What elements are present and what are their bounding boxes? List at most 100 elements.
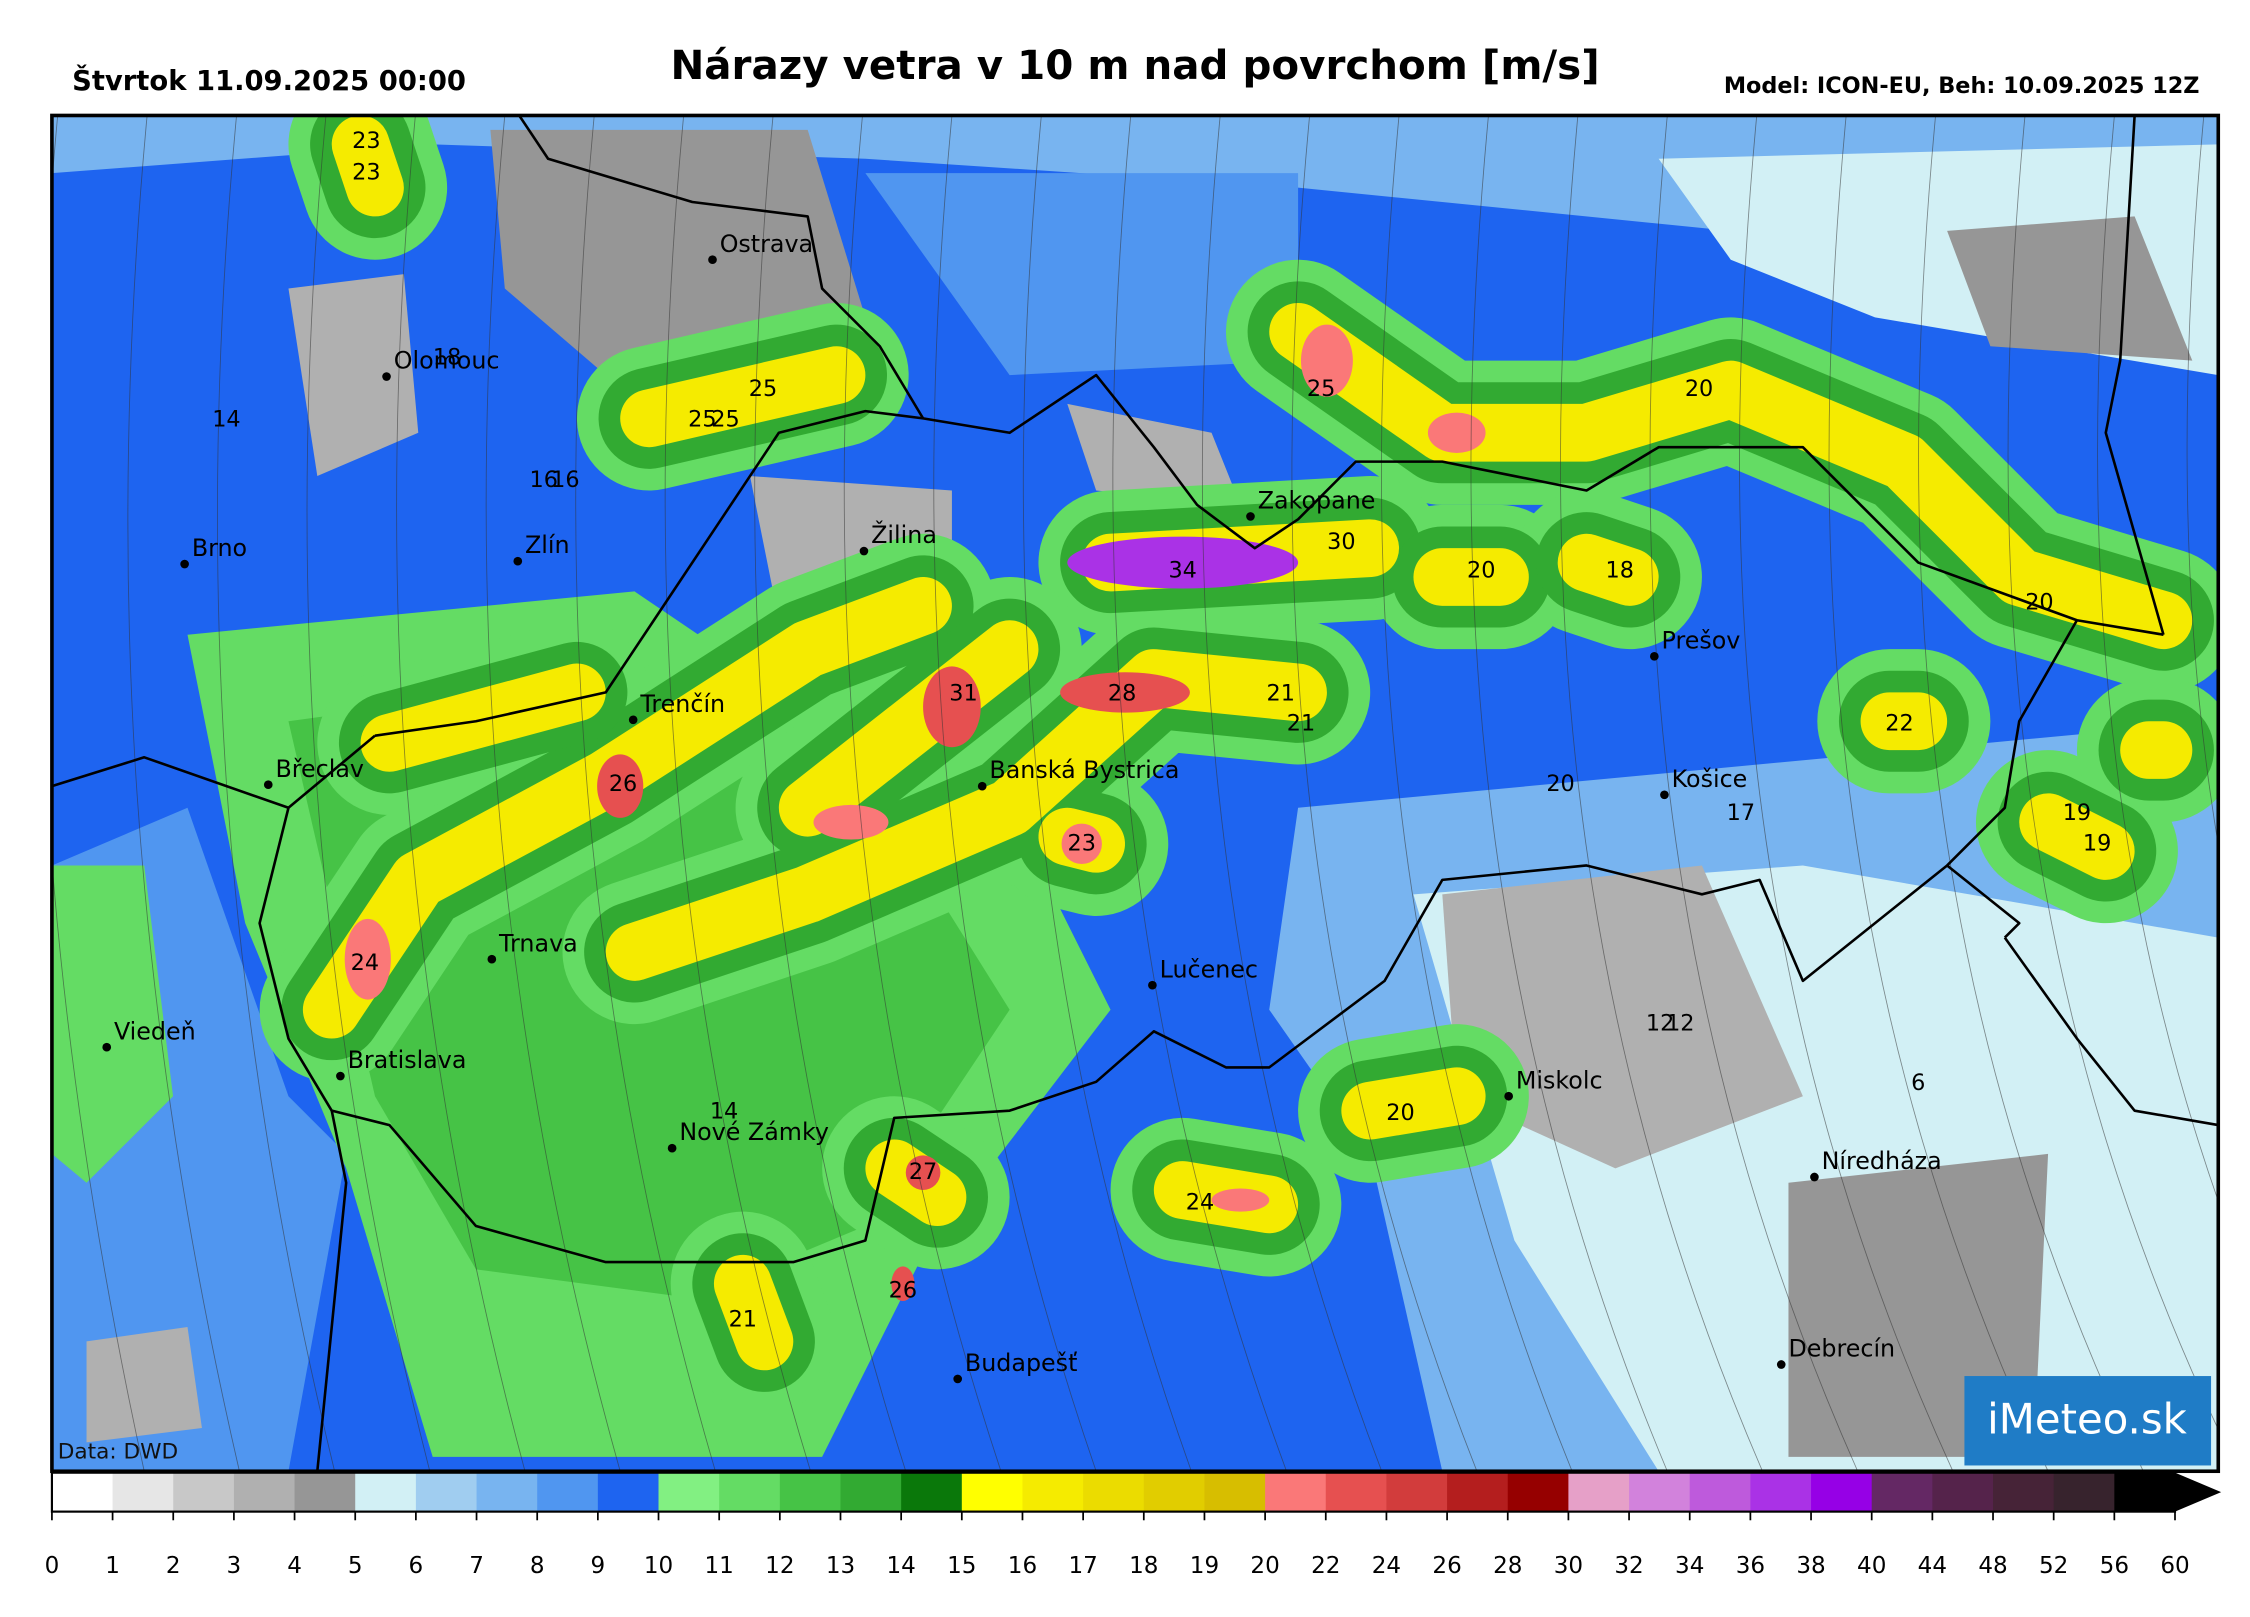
city-label: Banská Bystrica	[989, 756, 1179, 784]
field-patch	[1442, 865, 1803, 1169]
colorbar-cell	[1689, 1472, 1751, 1512]
gust-value: 12	[1646, 1011, 1674, 1037]
colorbar-cell	[1507, 1472, 1569, 1512]
date: Štvrtok 11.09.2025 00:00	[72, 65, 466, 97]
city-dot	[667, 1143, 677, 1153]
colorbar-cell	[719, 1472, 781, 1512]
gust-value: 34	[1168, 558, 1196, 584]
colorbar-label: 5	[348, 1553, 363, 1579]
city-dot	[1660, 790, 1669, 800]
gust-value: 19	[2063, 800, 2091, 826]
gust-core	[813, 804, 889, 840]
colorbar: 0 1 2 3 4 5 6 7 8 9 10 11 12 13 14 15 16 17 18 19 20 22 24 26 28…	[45, 1471, 2222, 1579]
colorbar-label: 8	[530, 1553, 545, 1579]
city-label: Nové Zámky	[679, 1118, 829, 1146]
colorbar-cell	[1386, 1472, 1448, 1512]
gust-value: 30	[1327, 529, 1355, 555]
city-label: Žilina	[871, 521, 937, 549]
gust-core	[1061, 823, 1102, 865]
city-label: Miskolc	[1516, 1066, 1603, 1094]
colorbar-label: 9	[591, 1553, 606, 1579]
colorbar-cell	[1022, 1472, 1084, 1512]
border	[1946, 864, 2021, 939]
streamline	[2097, 115, 2219, 1203]
colorbar-cell	[961, 1472, 1023, 1512]
streamline	[1112, 115, 1287, 1472]
border	[258, 619, 2079, 1264]
colorbar-label: 38	[1796, 1553, 1825, 1579]
city-label: Prešov	[1662, 626, 1741, 654]
model-info: Model: ICON-EU, Beh: 10.09.2025 12Z	[1724, 73, 2200, 99]
city-dot	[1810, 1172, 1819, 1182]
border	[2003, 936, 2219, 1127]
gust-value: 6	[1911, 1070, 1925, 1096]
city-label: Bratislava	[348, 1046, 467, 1074]
colorbar-label: 17	[1068, 1553, 1097, 1579]
gust-value: 14	[710, 1099, 738, 1125]
colorbar-label: 6	[409, 1553, 424, 1579]
gust-band	[360, 663, 606, 772]
logo-box	[1964, 1376, 2212, 1466]
gust-band	[1557, 533, 1659, 606]
city-label: Brno	[192, 534, 247, 562]
gust-value: 25	[749, 376, 777, 402]
gust-value: 12	[1666, 1011, 1694, 1037]
city-dot	[1504, 1091, 1513, 1101]
field-patch	[1067, 403, 1241, 505]
colorbar-label: 1	[105, 1553, 120, 1579]
colorbar-label: 44	[1918, 1553, 1947, 1579]
colorbar-cell	[1325, 1472, 1387, 1512]
city-label: Viedeň	[114, 1017, 196, 1045]
colorbar-label: 13	[826, 1553, 855, 1579]
city-dot	[1246, 512, 1255, 521]
gust-band	[331, 115, 404, 217]
gust-value: 23	[1068, 830, 1096, 856]
streamline	[1201, 115, 1383, 1472]
city-label: Lučenec	[1160, 955, 1258, 983]
gust-band	[1341, 1067, 1486, 1140]
colorbar-label: 0	[45, 1553, 60, 1579]
gust-core	[905, 1155, 941, 1190]
colorbar-label: 2	[166, 1553, 181, 1579]
gust-band	[620, 346, 866, 448]
streamline	[2007, 115, 2219, 1431]
streamline	[485, 115, 621, 1472]
colorbar-cell	[1629, 1472, 1691, 1512]
gust-value: 16	[551, 467, 579, 493]
city-dot	[513, 556, 523, 566]
streamline	[754, 115, 907, 1472]
city-dot	[263, 780, 273, 790]
colorbar-cell	[294, 1472, 356, 1512]
colorbar-label: 32	[1614, 1553, 1643, 1579]
colorbar-cell	[1083, 1472, 1145, 1512]
city-label: Níredháza	[1822, 1147, 1942, 1175]
gust-core	[344, 918, 391, 1000]
gust-value: 18	[1605, 558, 1633, 584]
colorbar-cell	[1204, 1472, 1266, 1512]
colorbar-label: 36	[1736, 1553, 1765, 1579]
colorbar-label: 24	[1372, 1553, 1401, 1579]
gust-value: 20	[1685, 376, 1713, 402]
gust-value: 20	[1467, 558, 1495, 584]
colorbar-label: 56	[2100, 1553, 2129, 1579]
city-dot	[953, 1374, 963, 1384]
streamline	[127, 115, 240, 1472]
colorbar-label: 19	[1190, 1553, 1219, 1579]
colorbar-label: 34	[1675, 1553, 1704, 1579]
colorbar-label: 11	[704, 1553, 733, 1579]
field-patch	[51, 865, 174, 1183]
gust-value: 20	[2025, 589, 2053, 615]
gust-band	[778, 620, 1039, 837]
gust-core	[1060, 672, 1190, 713]
gust-value: 20	[1386, 1100, 1414, 1126]
gust-band	[713, 1254, 794, 1371]
colorbar-cell	[1568, 1472, 1630, 1512]
colorbar-label: 18	[1129, 1553, 1158, 1579]
gust-core	[1427, 412, 1486, 453]
field-patch	[1947, 216, 2193, 361]
city-label: Košice	[1672, 765, 1748, 793]
colorbar-cell	[537, 1472, 599, 1512]
colorbar-cell	[415, 1472, 477, 1512]
city-dot	[628, 715, 638, 725]
streamline	[1381, 115, 1573, 1472]
